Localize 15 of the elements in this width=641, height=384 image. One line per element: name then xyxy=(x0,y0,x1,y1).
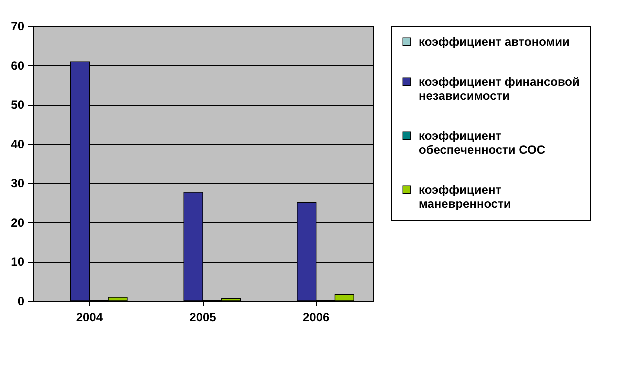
y-tick-label: 30 xyxy=(11,176,25,191)
legend-label: коэффициент маневренности xyxy=(419,183,512,211)
y-tick-label: 40 xyxy=(11,137,25,152)
x-tick-label: 2005 xyxy=(190,310,217,324)
x-tick-label: 2006 xyxy=(302,310,330,324)
y-tick-label: 10 xyxy=(11,255,25,270)
y-tick-label: 20 xyxy=(11,216,25,230)
legend-label: коэффициент автономии xyxy=(419,35,570,49)
legend-label: коэффициент обеспеченности СОС xyxy=(419,129,546,157)
x-tick-label: 2004 xyxy=(76,310,104,324)
y-tick-label: 0 xyxy=(18,294,25,308)
y-tick-label: 50 xyxy=(11,98,25,112)
y-tick-label: 60 xyxy=(11,58,25,73)
y-tick-label: 70 xyxy=(11,20,25,34)
legend-label: коэффициент финансовой независимости xyxy=(419,75,580,103)
